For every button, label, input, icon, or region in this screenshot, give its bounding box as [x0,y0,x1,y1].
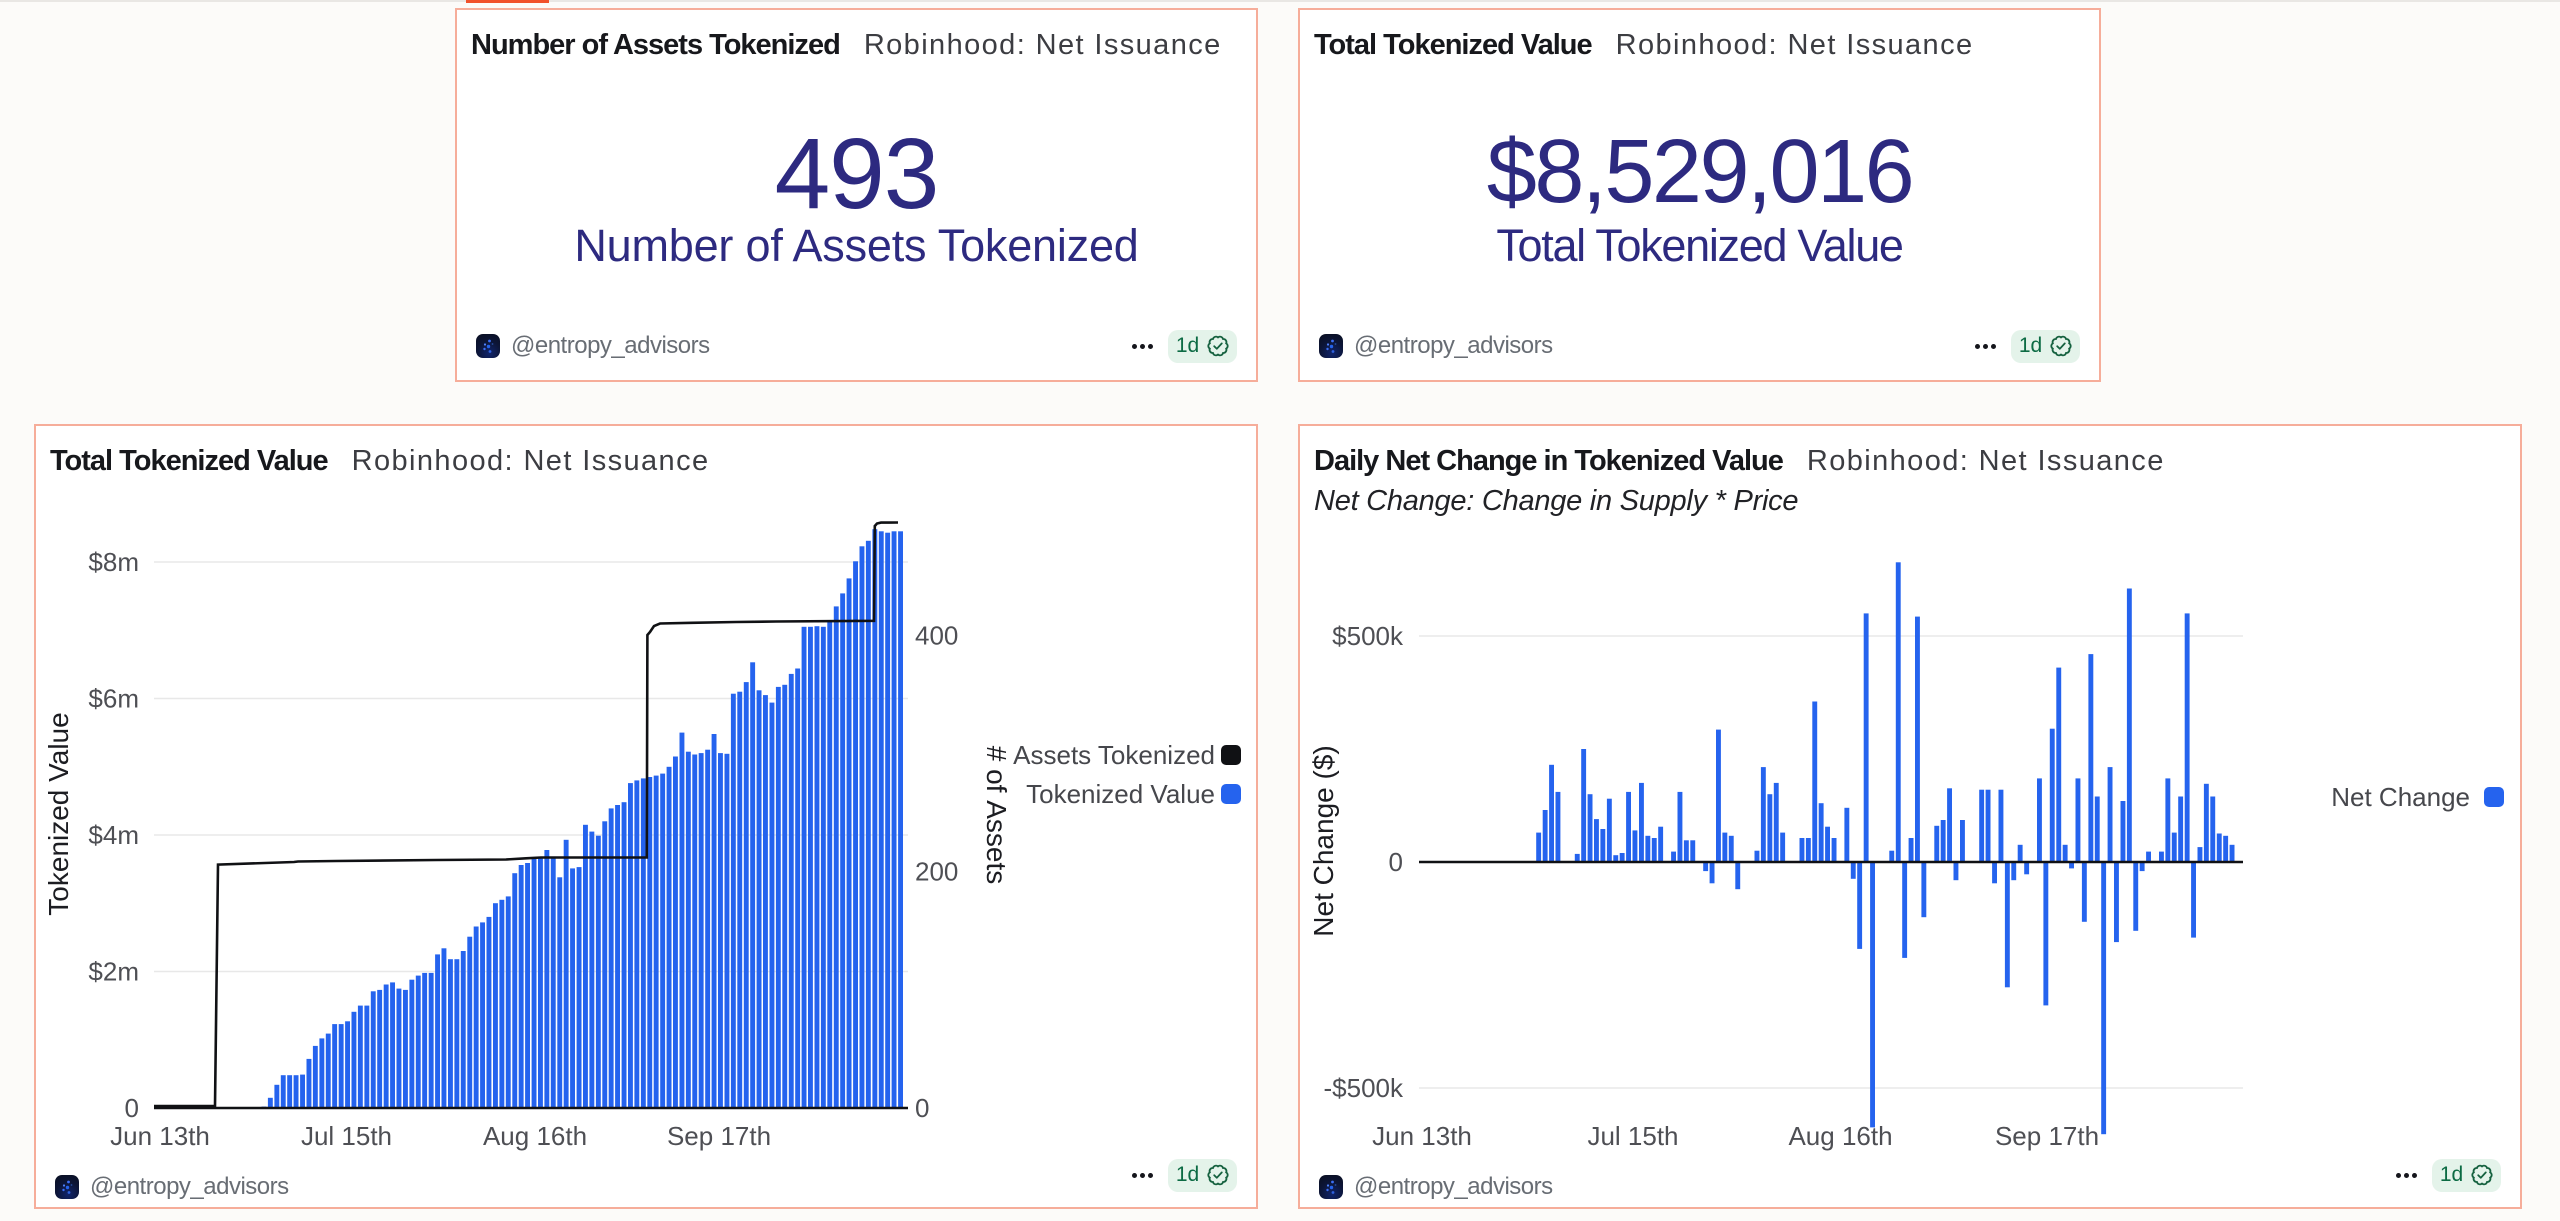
svg-text:Jun 13th: Jun 13th [1372,1121,1472,1151]
svg-text:$4m: $4m [88,820,139,850]
svg-text:$2m: $2m [88,957,139,987]
svg-text:# of Assets: # of Assets [981,746,1012,885]
svg-text:Assets Tokenized: Assets Tokenized [1013,740,1215,770]
svg-text:$500k: $500k [1332,621,1404,651]
svg-text:Jul 15th: Jul 15th [1587,1121,1678,1151]
svg-text:-$500k: -$500k [1324,1073,1404,1103]
svg-text:Aug 16th: Aug 16th [1788,1121,1892,1151]
svg-text:Sep 17th: Sep 17th [1995,1121,2099,1151]
svg-text:400: 400 [915,620,958,650]
svg-text:200: 200 [915,857,958,887]
svg-text:Aug 16th: Aug 16th [483,1121,587,1151]
svg-text:Net Change ($): Net Change ($) [1308,745,1339,936]
svg-text:0: 0 [915,1093,929,1123]
svg-text:Net Change: Net Change [2331,782,2470,812]
svg-text:Tokenized Value: Tokenized Value [43,712,74,915]
svg-text:$6m: $6m [88,684,139,714]
svg-text:Tokenized Value: Tokenized Value [1026,779,1215,809]
svg-text:0: 0 [1389,847,1403,877]
svg-text:0: 0 [125,1093,139,1123]
svg-text:Sep 17th: Sep 17th [667,1121,771,1151]
svg-text:Jun 13th: Jun 13th [110,1121,210,1151]
svg-text:Jul 15th: Jul 15th [301,1121,392,1151]
svg-text:$8m: $8m [88,547,139,577]
